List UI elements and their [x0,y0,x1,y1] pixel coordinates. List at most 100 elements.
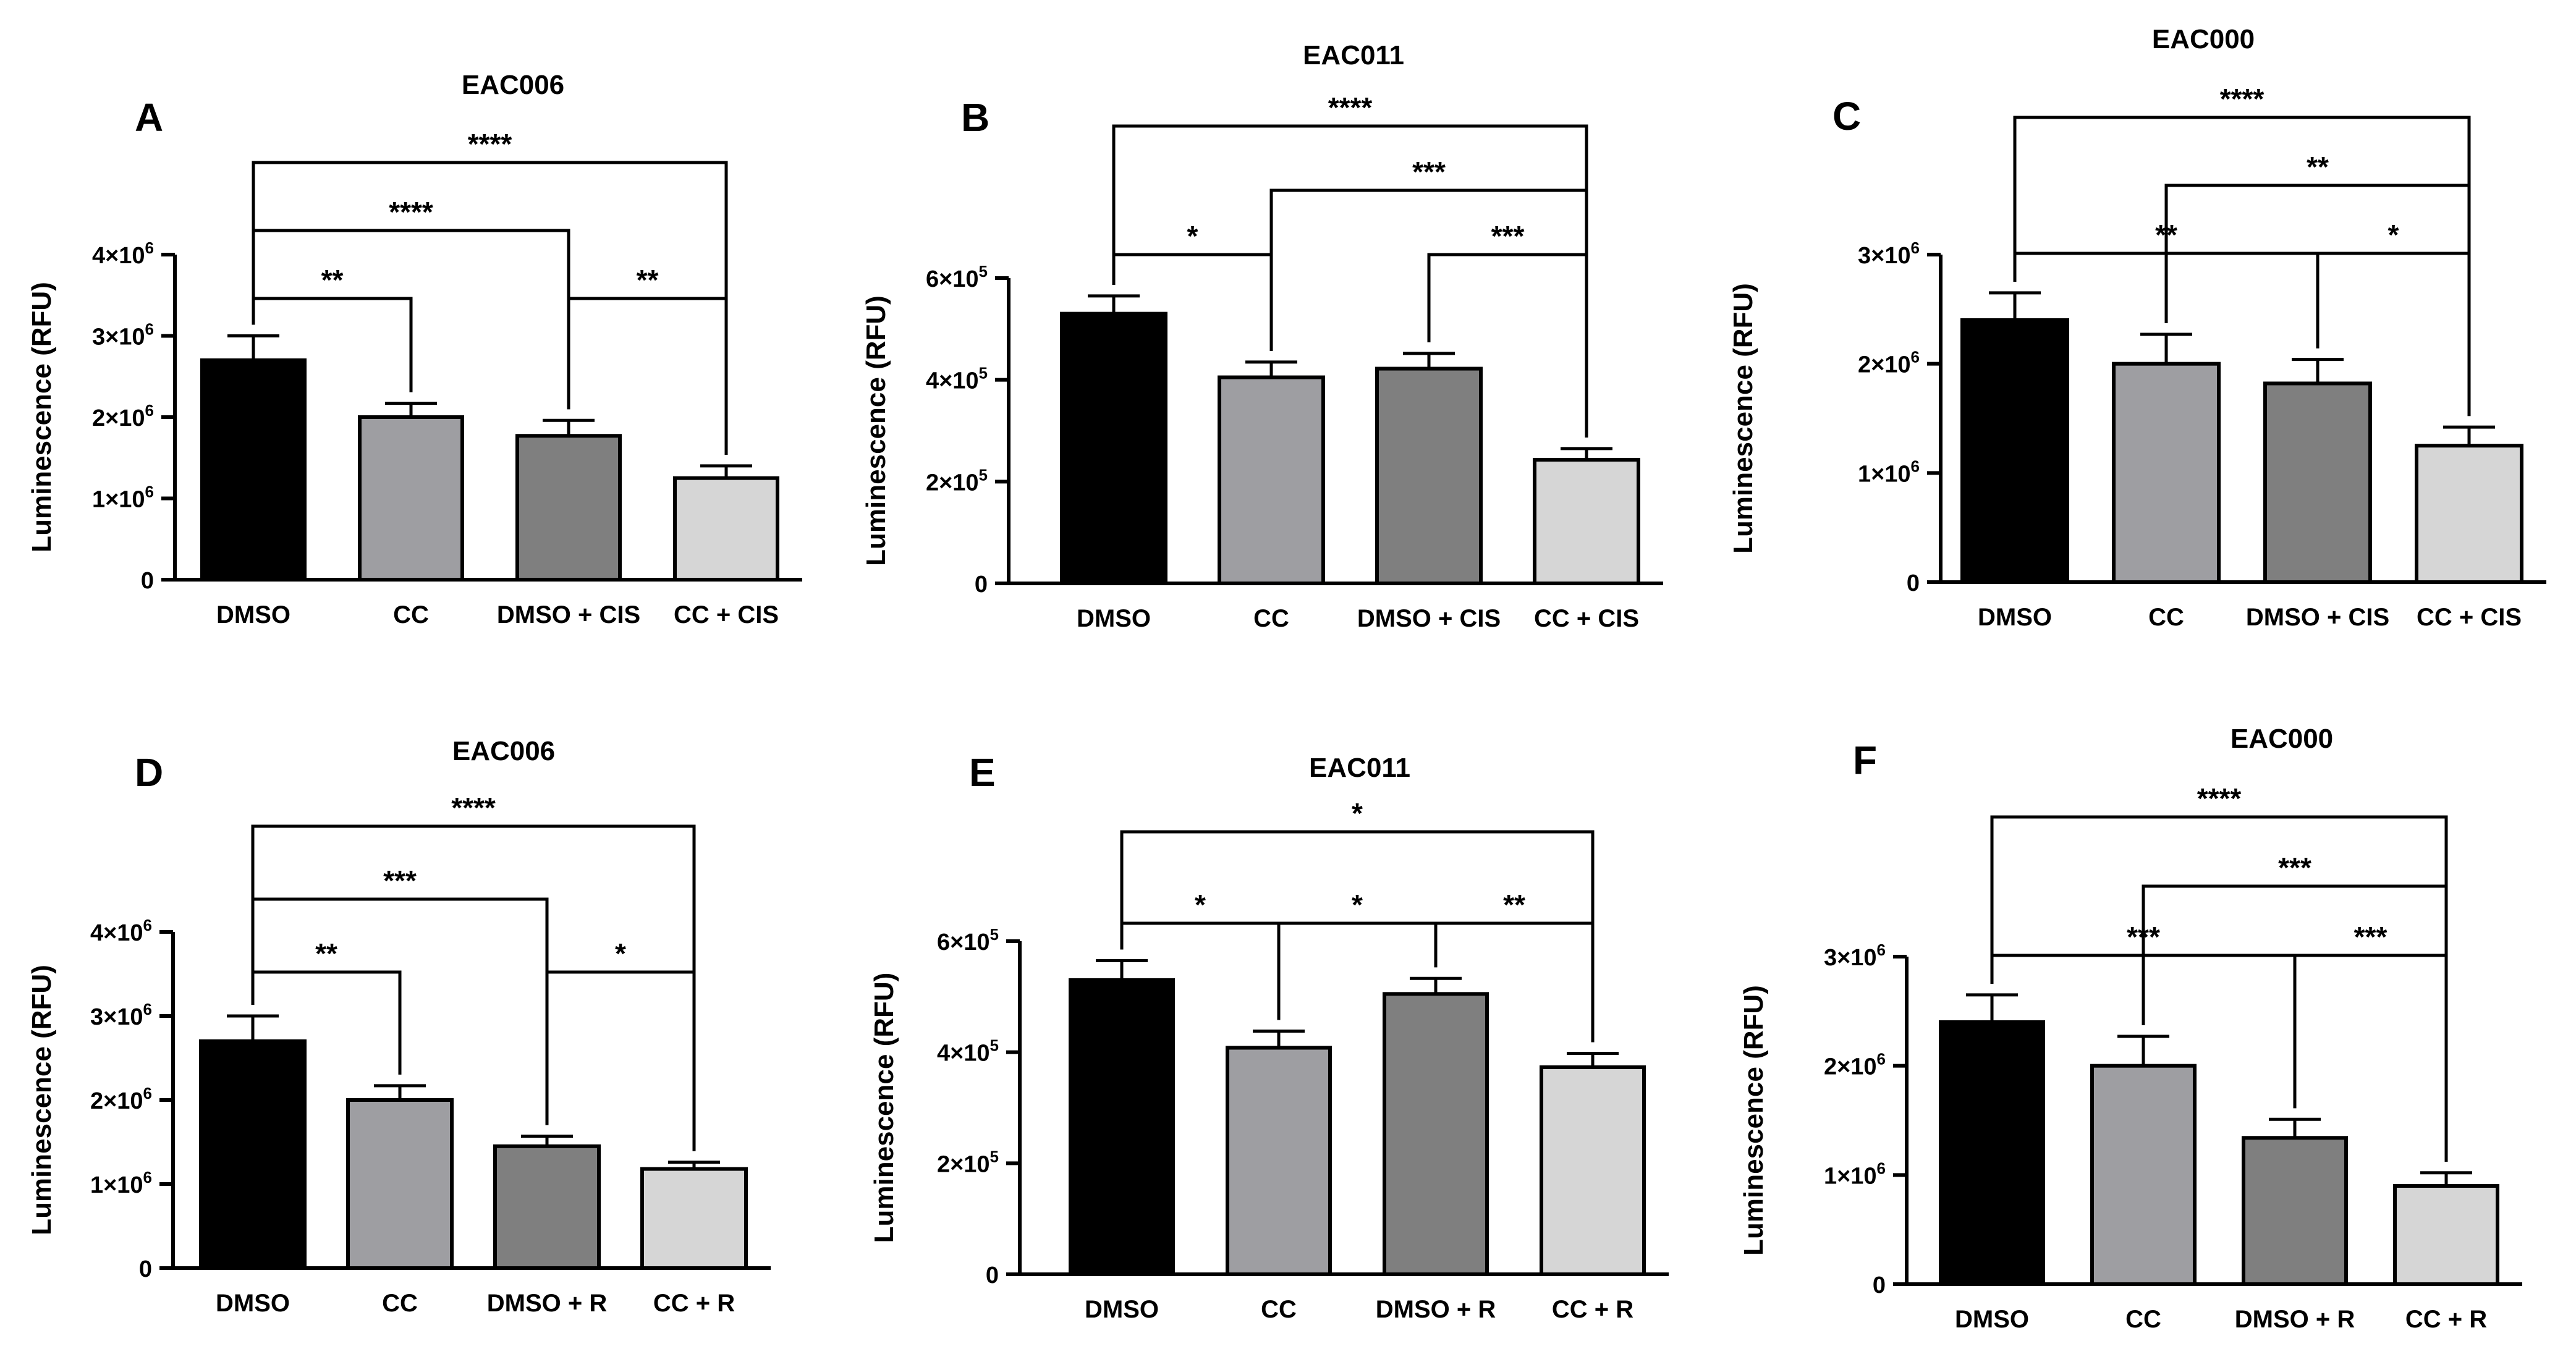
y-tick-label: 2×105 [926,465,988,496]
bar-cc [346,1098,454,1270]
y-tick-label: 4×105 [937,1036,999,1067]
panel-label: E [969,750,996,795]
significance-stars: ** [637,264,659,296]
x-category-label: DMSO + R [487,1290,608,1317]
x-category-label: CC + CIS [674,601,779,628]
x-category-label: CC [1253,605,1289,632]
significance-stars: ** [315,937,337,970]
y-tick-label: 6×105 [937,925,999,955]
chart-panel-a: A EAC006 Luminescence (RFU) 0 1×106 2×106 3×10… [27,70,802,628]
chart-title: EAC011 [1309,753,1410,783]
bar-dmso [199,1039,307,1271]
x-category-label: DMSO + R [2235,1306,2355,1333]
x-category-label: CC [2148,604,2184,631]
chart-title: EAC011 [1303,40,1404,70]
x-category-label: DMSO [216,1290,290,1317]
chart-panel-c: C EAC000 Luminescence (RFU) 0 1×106 2×106 3×10… [1728,24,2546,631]
y-axis-label: Luminescence (RFU) [1739,985,1769,1256]
significance-stars: ** [1503,889,1525,921]
chart-title: EAC000 [2152,24,2255,54]
y-axis-label: Luminescence (RFU) [1728,283,1758,554]
y-tick-label: 1×106 [92,483,154,513]
bar-dmso [1069,978,1175,1276]
chart-panel-e: E EAC011 Luminescence (RFU) 0 2×105 4×105 6×10… [869,750,1669,1323]
significance-stars: *** [1412,156,1446,188]
bar-cc [1226,1046,1332,1276]
y-tick-label: 0 [975,572,988,598]
significance-stars: ** [321,264,344,296]
significance-bracket [1112,124,1588,438]
y-tick-label: 3×106 [92,320,154,350]
x-category-label: DMSO + CIS [497,601,640,628]
x-category-label: DMSO [1978,604,2052,631]
bar-dmso [1060,311,1167,585]
y-tick-label: 0 [141,568,154,594]
y-tick-label: 2×106 [92,401,154,431]
significance-stars: *** [1491,220,1525,252]
bar-dmso-r [1383,992,1489,1276]
significance-stars: * [1195,889,1206,921]
bar-dmso-r [493,1144,601,1271]
x-category-label: CC [1261,1296,1297,1323]
significance-stars: * [1352,797,1363,829]
significance-stars: **** [2220,83,2265,115]
significance-stars: **** [1328,91,1373,124]
significance-stars: **** [389,196,433,228]
y-tick-label: 3×106 [1858,239,1920,269]
bar-cc-r [640,1167,748,1271]
y-tick-label: 2×106 [90,1084,152,1114]
bar-dmso [1939,1020,2045,1286]
x-category-label: DMSO [1085,1296,1159,1323]
y-tick-label: 4×106 [90,916,152,946]
y-tick-label: 2×105 [937,1147,999,1177]
significance-stars: * [2388,219,2399,251]
bar-dmso-cis [515,434,622,582]
bar-dmso-cis [1375,366,1483,585]
x-category-label: CC + CIS [1534,605,1639,632]
chart-panel-b: B EAC011 Luminescence (RFU) 0 2×105 4×105 6×10… [861,40,1663,632]
x-category-label: DMSO [1955,1306,2029,1333]
significance-stars: **** [2197,782,2242,815]
significance-bracket [545,970,696,1151]
significance-bracket [567,297,728,455]
bar-cc-r [1540,1065,1646,1276]
x-category-label: DMSO + CIS [2246,604,2389,631]
significance-stars: **** [468,128,512,160]
significance-bracket [251,824,696,1151]
x-category-label: CC [382,1290,418,1317]
bar-cc-cis [2415,444,2523,585]
significance-bracket [2013,116,2471,417]
panel-label: F [1853,738,1877,782]
bar-dmso-cis [2263,381,2372,584]
y-tick-label: 1×106 [90,1168,152,1198]
y-tick-label: 4×106 [92,239,154,269]
panel-label: B [961,95,989,140]
y-axis-label: Luminescence (RFU) [869,973,899,1243]
y-axis-label: Luminescence (RFU) [861,295,891,566]
y-tick-label: 0 [1873,1272,1886,1298]
chart-title: EAC006 [462,70,564,100]
panel-label: A [135,95,163,140]
y-tick-label: 1×106 [1824,1159,1886,1189]
bar-dmso [1960,318,2069,584]
bar-cc [1218,375,1325,585]
bar-dmso [200,358,307,582]
significance-bracket [1990,815,2448,1162]
chart-title: EAC000 [2231,724,2333,754]
y-tick-label: 2×106 [1824,1050,1886,1080]
chart-panel-d: D EAC006 Luminescence (RFU) 0 1×106 2×106 3×10… [27,736,771,1317]
y-tick-label: 3×106 [90,1000,152,1030]
y-axis-label: Luminescence (RFU) [27,282,57,552]
x-category-label: CC + CIS [2417,604,2522,631]
y-tick-label: 3×106 [1824,941,1886,971]
significance-stars: *** [383,865,417,897]
bar-dmso-r [2242,1136,2348,1287]
significance-stars: * [1352,889,1363,921]
y-tick-label: 0 [139,1256,152,1282]
bar-cc-cis [673,476,779,582]
y-tick-label: 0 [986,1263,999,1288]
y-tick-label: 4×105 [926,364,988,394]
significance-bracket [252,161,728,455]
x-category-label: DMSO [216,601,290,628]
